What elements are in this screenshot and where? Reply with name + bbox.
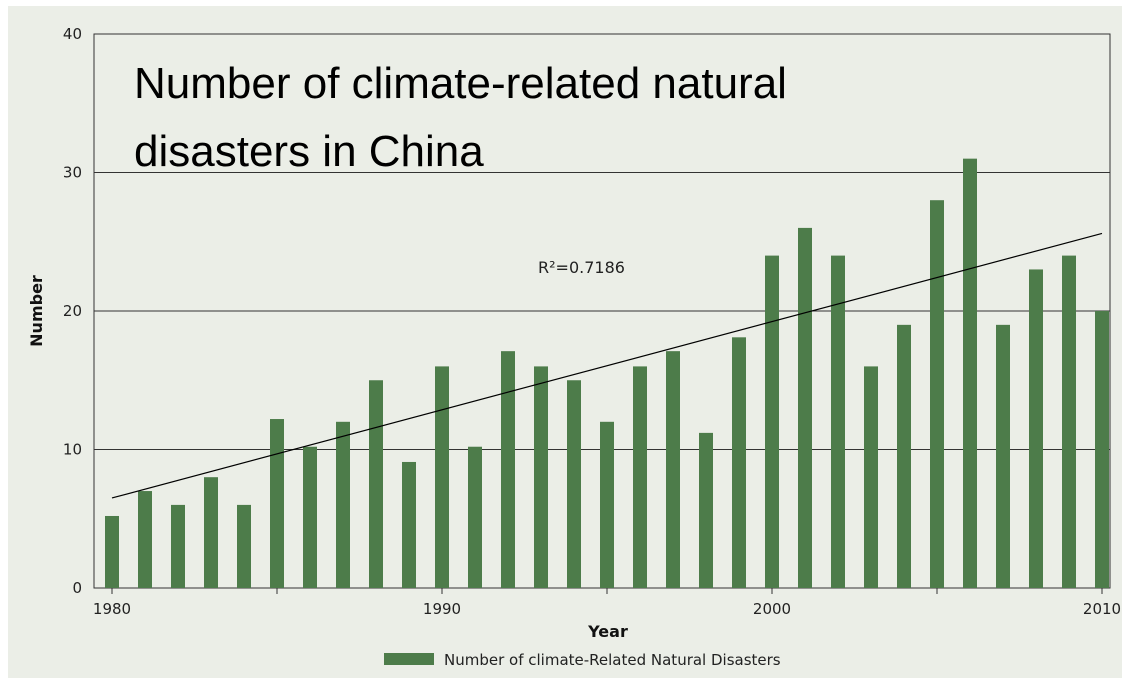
bar <box>600 421 614 588</box>
bar <box>1095 311 1109 588</box>
chart-panel: 0 10 20 30 40 1980 1990 2000 2010 Number of cli… <box>8 6 1122 678</box>
bar-chart: 0 10 20 30 40 1980 1990 2000 2010 Number of cli… <box>27 25 1121 669</box>
x-axis-title: Year <box>587 622 628 641</box>
legend-label: Number of climate-Related Natural Disast… <box>444 651 781 669</box>
bar <box>402 461 416 588</box>
y-tick-label: 30 <box>63 164 82 182</box>
bar <box>798 227 812 588</box>
x-tick-label: 2000 <box>753 600 791 618</box>
r-squared-label: R²=0.7186 <box>538 258 625 277</box>
legend-swatch <box>384 653 434 665</box>
y-tick-label: 10 <box>63 441 82 459</box>
chart-title-line-1: Number of climate-related natural <box>134 59 787 108</box>
bar <box>996 324 1010 588</box>
y-axis-title: Number <box>27 275 46 347</box>
bar <box>831 255 845 588</box>
bars-layer <box>105 158 1109 588</box>
bar <box>963 158 977 588</box>
chart-title-line-2: disasters in China <box>134 127 484 176</box>
x-tick-label: 2010 <box>1083 600 1121 618</box>
bar <box>171 504 185 588</box>
bar <box>204 477 218 588</box>
bar <box>303 446 317 588</box>
bar <box>336 421 350 588</box>
bar <box>1062 255 1076 588</box>
y-tick-labels: 0 10 20 30 40 <box>63 25 82 597</box>
bar <box>468 446 482 588</box>
trendline <box>111 232 1103 499</box>
bar <box>765 255 779 588</box>
bar <box>369 380 383 588</box>
bar <box>138 491 152 588</box>
bar <box>864 366 878 588</box>
bar <box>237 504 251 588</box>
bar <box>699 432 713 588</box>
x-tick-label: 1980 <box>93 600 131 618</box>
bar <box>270 419 284 588</box>
bar <box>105 515 119 588</box>
bar <box>666 351 680 588</box>
x-tick-label: 1990 <box>423 600 461 618</box>
bar <box>534 366 548 588</box>
y-tick-label: 20 <box>63 302 82 320</box>
bar <box>501 351 515 588</box>
x-tick-labels: 1980 1990 2000 2010 <box>93 588 1121 618</box>
bar <box>1029 269 1043 588</box>
bar <box>732 337 746 588</box>
bar <box>435 366 449 588</box>
bar <box>930 200 944 588</box>
bar <box>567 380 581 588</box>
bar <box>897 324 911 588</box>
y-tick-label: 40 <box>63 25 82 43</box>
y-tick-label: 0 <box>72 579 82 597</box>
bar <box>633 366 647 588</box>
